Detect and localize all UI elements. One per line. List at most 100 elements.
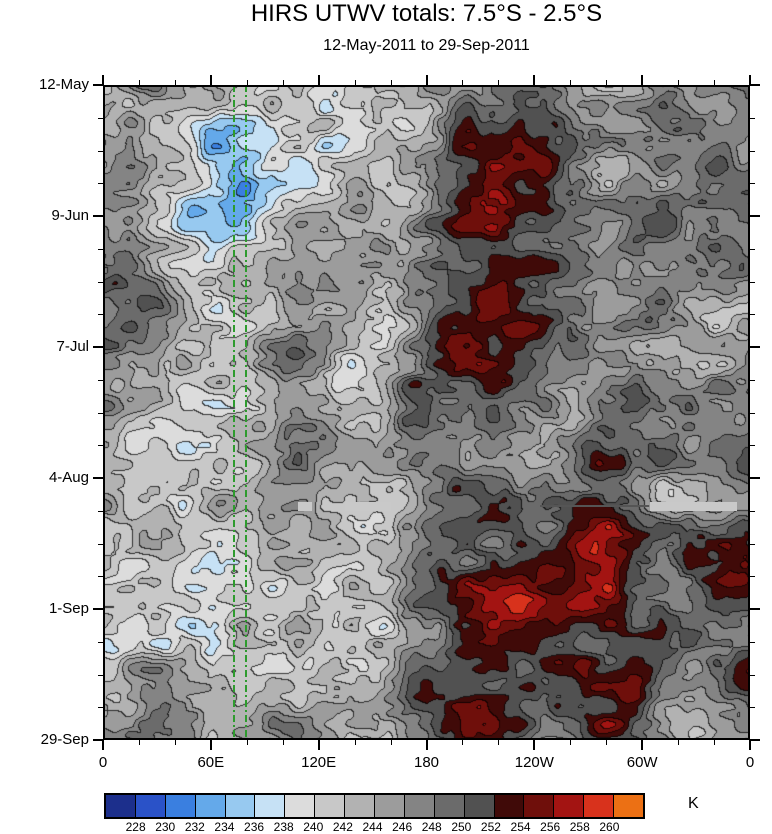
colorbar-segment — [464, 795, 495, 817]
y-major-tick — [93, 739, 103, 741]
y-major-tick-right — [750, 84, 760, 86]
y-minor-tick-right — [750, 314, 755, 315]
x-axis-tick-label: 180 — [413, 754, 440, 771]
y-major-tick-right — [750, 477, 760, 479]
y-major-tick-right — [750, 215, 760, 217]
x-minor-tick — [678, 740, 679, 745]
missing-data-bar — [650, 502, 737, 511]
colorbar-tick-label: 228 — [125, 820, 146, 834]
colorbar-segment — [225, 795, 256, 817]
colorbar-tick-label: 248 — [421, 820, 442, 834]
missing-data-bar — [298, 502, 312, 511]
x-minor-tick — [606, 740, 607, 745]
x-major-tick — [102, 740, 104, 750]
colorbar-tick-label: 258 — [569, 820, 590, 834]
colorbar-segment — [434, 795, 465, 817]
x-major-tick — [641, 740, 644, 750]
colorbar — [104, 793, 645, 819]
y-minor-tick-right — [750, 544, 755, 545]
x-axis-tick-label: 0 — [745, 754, 755, 771]
plot-area — [103, 85, 750, 740]
colorbar-segment — [494, 795, 525, 817]
y-minor-tick-right — [750, 183, 755, 184]
x-minor-tick — [714, 740, 715, 745]
colorbar-tick-label: 254 — [510, 820, 531, 834]
x-axis-tick-label: 60W — [626, 754, 658, 771]
y-major-tick — [93, 84, 103, 86]
chart-title: HIRS UTWV totals: 7.5°S - 2.5°S — [250, 0, 603, 27]
colorbar-tick-label: 234 — [214, 820, 235, 834]
missing-data-bar — [345, 502, 391, 511]
x-major-tick — [317, 740, 320, 750]
y-minor-tick-right — [750, 282, 755, 283]
colorbar-segment — [255, 795, 286, 817]
x-axis-tick-label: 120E — [301, 754, 337, 771]
y-minor-tick-right — [750, 707, 755, 708]
colorbar-tick-label: 236 — [244, 820, 265, 834]
colorbar-tick-label: 232 — [184, 820, 205, 834]
reference-line — [245, 85, 247, 740]
y-major-tick — [93, 346, 103, 348]
colorbar-segment — [614, 795, 644, 817]
colorbar-segment — [524, 795, 555, 817]
y-minor-tick-right — [750, 118, 755, 119]
x-minor-tick — [175, 740, 176, 745]
x-major-tick-top — [317, 75, 320, 85]
colorbar-segment — [554, 795, 585, 817]
x-major-tick-top — [749, 75, 751, 85]
x-major-tick — [209, 740, 212, 750]
y-axis-tick-label: 1-Sep — [48, 600, 89, 617]
colorbar-segment — [106, 795, 136, 817]
y-axis-tick-label: 4-Aug — [48, 469, 89, 486]
y-major-tick — [93, 215, 103, 217]
x-major-tick — [533, 740, 536, 750]
colorbar-tick-label: 252 — [480, 820, 501, 834]
chart-subtitle: 12-May-2011 to 29-Sep-2011 — [323, 37, 530, 54]
x-minor-tick — [391, 740, 392, 745]
colorbar-tick-label: 260 — [599, 820, 620, 834]
y-minor-tick-right — [750, 511, 755, 512]
colorbar-tick-label: 242 — [332, 820, 353, 834]
x-axis-tick-label: 60E — [197, 754, 225, 771]
y-minor-tick-right — [750, 445, 755, 446]
colorbar-segment — [195, 795, 226, 817]
x-minor-tick — [498, 740, 499, 745]
y-major-tick-right — [750, 346, 760, 348]
colorbar-tick-label: 256 — [540, 820, 561, 834]
y-major-tick — [93, 608, 103, 610]
colorbar-segment — [375, 795, 405, 817]
y-axis-tick-label: 9-Jun — [51, 207, 89, 224]
y-minor-tick-right — [750, 249, 755, 250]
x-minor-tick — [247, 740, 248, 745]
y-minor-tick-right — [750, 675, 755, 676]
heatmap-canvas — [103, 85, 750, 740]
x-minor-tick — [570, 740, 571, 745]
x-minor-tick — [139, 740, 140, 745]
y-major-tick — [93, 477, 103, 479]
colorbar-tick-label: 250 — [451, 820, 472, 834]
x-major-tick-top — [533, 75, 536, 85]
x-major-tick-top — [641, 75, 644, 85]
x-minor-tick — [462, 740, 463, 745]
x-minor-tick — [283, 740, 284, 745]
x-major-tick-top — [209, 75, 212, 85]
x-minor-tick — [355, 740, 356, 745]
colorbar-segment — [345, 795, 376, 817]
missing-data-line — [540, 505, 649, 507]
colorbar-tick-label: 230 — [155, 820, 176, 834]
reference-line — [233, 85, 235, 740]
colorbar-tick-label: 240 — [303, 820, 324, 834]
colorbar-tick-label: 244 — [362, 820, 383, 834]
colorbar-segment — [165, 795, 196, 817]
x-major-tick-top — [102, 75, 104, 85]
colorbar-segment — [584, 795, 615, 817]
y-minor-tick-right — [750, 380, 755, 381]
y-minor-tick-right — [750, 642, 755, 643]
colorbar-unit-label: K — [688, 795, 699, 812]
colorbar-segment — [315, 795, 346, 817]
x-major-tick — [425, 740, 428, 750]
colorbar-segment — [285, 795, 316, 817]
y-axis-tick-label: 12-May — [38, 76, 89, 93]
y-minor-tick-right — [750, 413, 755, 414]
